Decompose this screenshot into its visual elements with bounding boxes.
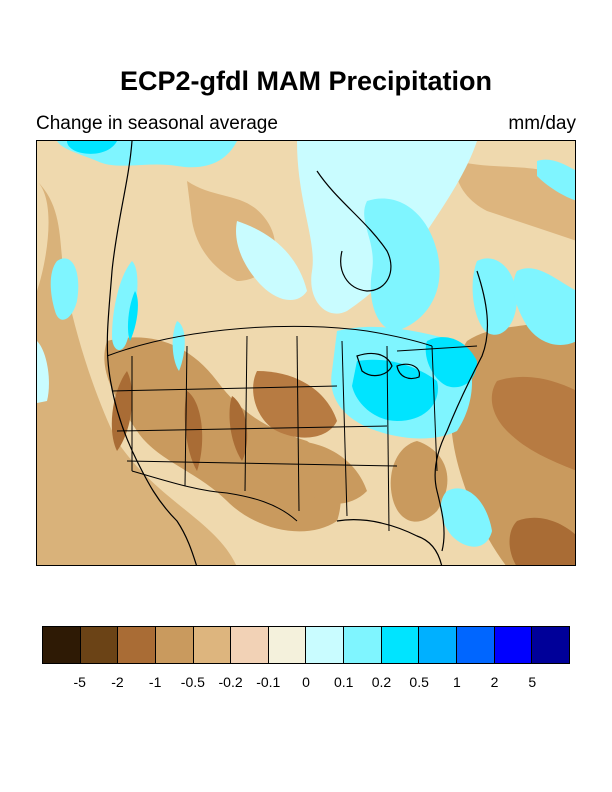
colorbar-tick-label: -0.5 (180, 674, 205, 690)
colorbar-tick-label: -1 (148, 674, 162, 690)
colorbar-tick-label: 0.2 (371, 674, 392, 690)
us-mexico-border (131, 470, 298, 522)
colorbar-tick-label: 1 (452, 674, 461, 690)
colorbar-swatch (494, 627, 533, 663)
pacific-coast (106, 141, 197, 565)
colorbar-tick-label: -0.2 (218, 674, 243, 690)
colorbar-swatch (344, 627, 382, 663)
wet-regions (37, 141, 575, 547)
colorbar-swatch (419, 627, 458, 663)
colorbar-swatch (118, 627, 156, 663)
gulf-coast (336, 519, 443, 565)
colorbar-swatch (43, 627, 81, 663)
great-lakes (356, 352, 393, 377)
map-title: ECP2-gfdl MAM Precipitation (119, 66, 492, 96)
units-label: mm/day (508, 113, 576, 134)
colorbar-tick-label: 0 (302, 674, 310, 690)
colorbar-swatch (457, 627, 495, 663)
precipitation-map (36, 140, 576, 566)
colorbar-swatch (268, 627, 307, 663)
colorbar-swatch (155, 627, 194, 663)
colorbar-swatch (231, 627, 269, 663)
colorbar (42, 626, 570, 664)
colorbar-tick-label: -5 (73, 674, 86, 690)
colorbar-tick-label: 0.1 (333, 674, 354, 690)
coastlines (106, 141, 489, 565)
colorbar-tick-label: 0.5 (409, 674, 429, 690)
colorbar-tick-label: 5 (528, 674, 537, 690)
map-canvas (37, 141, 575, 565)
colorbar-swatch (306, 627, 345, 663)
colorbar-tick-label: -0.1 (256, 674, 281, 690)
colorbar-swatch (532, 627, 569, 663)
colorbar-swatch (193, 627, 232, 663)
dry-regions (37, 161, 575, 565)
colorbar-swatch (381, 627, 420, 663)
hudson-bay-coast (316, 170, 392, 292)
colorbar-tick-labels: -5 -2 -1 -0.5 -0.2 -0.1 0 0.1 0.2 0.5 1 … (42, 674, 570, 694)
colorbar-swatch (80, 627, 119, 663)
colorbar-tick-label: 2 (490, 674, 499, 690)
political-boundaries (106, 325, 478, 532)
atlantic-coast (434, 270, 489, 552)
us-canada-border (106, 325, 433, 357)
colorbar-tick-label: -2 (111, 674, 124, 690)
map-subtitle: Change in seasonal average (36, 113, 278, 134)
